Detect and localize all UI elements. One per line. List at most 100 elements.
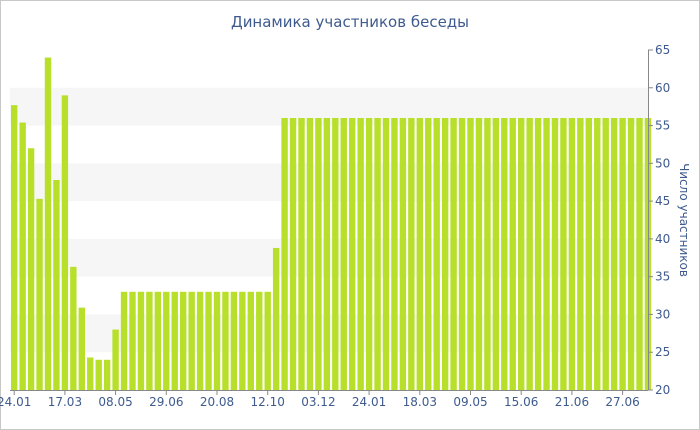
x-tick-label: 27.06	[605, 395, 639, 409]
bar	[475, 118, 483, 390]
bar	[180, 291, 187, 390]
bar	[636, 118, 643, 390]
bar	[374, 118, 381, 390]
y-tick-label: 40	[655, 232, 670, 246]
bar	[391, 118, 398, 390]
bar	[332, 118, 339, 390]
y-tick-label: 55	[655, 119, 670, 133]
bar	[382, 118, 390, 390]
bar	[11, 105, 18, 391]
bar	[644, 118, 652, 390]
x-tick-label: 24.01	[0, 395, 31, 409]
bar	[627, 118, 635, 390]
bar	[163, 291, 170, 390]
bar	[492, 118, 500, 390]
chart-title: Динамика участников беседы	[230, 13, 470, 31]
y-tick-label: 65	[655, 43, 670, 57]
bar	[70, 266, 77, 390]
bar	[230, 291, 238, 390]
bar	[281, 118, 288, 390]
bar	[458, 118, 466, 390]
bar	[272, 247, 280, 390]
bar	[501, 118, 508, 390]
bar	[306, 118, 314, 390]
y-tick-label: 45	[655, 194, 670, 208]
x-tick-label: 12.10	[251, 395, 285, 409]
bar	[577, 118, 584, 390]
bar	[602, 118, 609, 390]
bar	[19, 122, 26, 391]
bar	[349, 118, 356, 390]
bar	[247, 291, 254, 390]
bar	[44, 57, 52, 391]
bar	[323, 118, 331, 390]
bar	[619, 118, 626, 390]
bar	[27, 148, 35, 390]
x-tick-label: 08.05	[98, 395, 132, 409]
bar	[154, 291, 162, 390]
x-tick-label: 21.06	[555, 395, 589, 409]
bar	[534, 118, 542, 390]
y-axis-label: Число участников	[677, 163, 691, 277]
x-tick-label: 09.05	[453, 395, 487, 409]
bar	[298, 118, 305, 390]
bar	[509, 118, 516, 390]
bar	[146, 291, 153, 390]
bar	[196, 291, 204, 390]
bar	[450, 118, 457, 390]
x-tick-label: 15.06	[504, 395, 538, 409]
bar	[222, 291, 229, 390]
y-tick-label: 30	[655, 307, 670, 321]
bar	[610, 118, 618, 390]
bar	[36, 198, 43, 390]
y-tick-label: 25	[655, 345, 670, 359]
bar	[416, 118, 423, 390]
bar	[484, 118, 491, 390]
bar	[137, 291, 145, 390]
bar	[441, 118, 449, 390]
bar	[594, 118, 601, 390]
bar	[239, 291, 246, 390]
bar	[585, 118, 592, 390]
bar	[103, 359, 111, 390]
x-tick-label: 03.12	[301, 395, 335, 409]
bar	[433, 118, 440, 390]
x-tick-label: 18.03	[403, 395, 437, 409]
bar	[543, 118, 550, 390]
bar	[399, 118, 407, 390]
bar	[95, 359, 102, 390]
y-tick-label: 50	[655, 156, 670, 170]
bar	[315, 118, 322, 390]
y-tick-label: 60	[655, 81, 670, 95]
bar	[340, 118, 347, 390]
x-tick-label: 17.03	[48, 395, 82, 409]
bar	[61, 95, 69, 390]
bar	[467, 118, 474, 390]
bar	[560, 118, 567, 390]
bar	[264, 291, 271, 390]
x-tick-label: 29.06	[149, 395, 183, 409]
bar	[551, 118, 559, 390]
bar	[171, 291, 178, 390]
bar	[112, 329, 119, 390]
bar	[526, 118, 533, 390]
bar	[365, 118, 373, 390]
bar	[188, 291, 195, 390]
x-tick-label: 20.08	[200, 395, 234, 409]
bar	[425, 118, 432, 390]
bar	[120, 291, 128, 390]
bar	[357, 118, 364, 390]
bar	[568, 118, 576, 390]
bar	[205, 291, 212, 390]
bar	[289, 118, 297, 390]
y-tick-label: 35	[655, 270, 670, 284]
bar	[78, 307, 85, 390]
x-tick-label: 24.01	[352, 395, 386, 409]
y-tick-label: 20	[655, 383, 670, 397]
bar	[256, 291, 263, 390]
bar	[518, 118, 525, 390]
bar	[87, 357, 94, 390]
bar	[53, 179, 60, 390]
bar	[129, 291, 136, 390]
